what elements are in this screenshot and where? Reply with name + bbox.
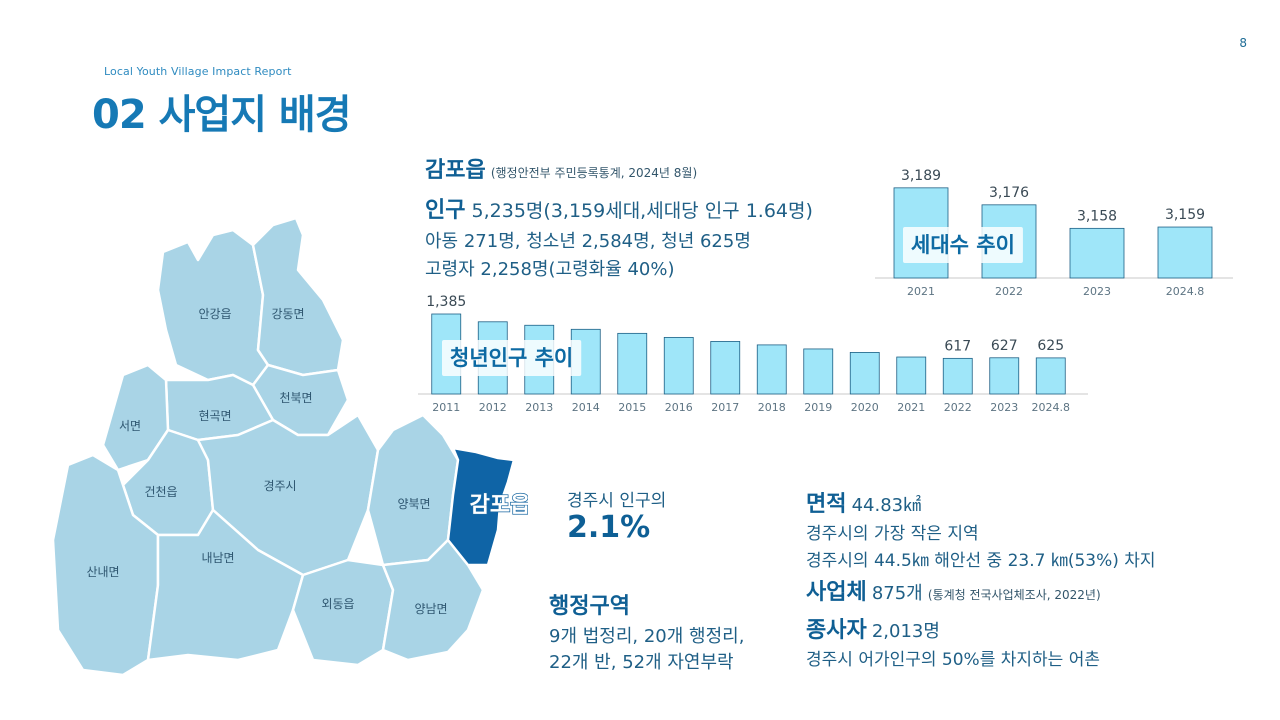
area-line: 면적 44.83㎢ xyxy=(806,486,921,518)
area-desc1: 경주시의 가장 작은 지역 xyxy=(806,524,979,544)
tick-label: 2021 xyxy=(897,401,925,414)
bar-2020 xyxy=(849,352,880,395)
tick-label: 2012 xyxy=(479,401,507,414)
map-label-city: 경주시 xyxy=(263,479,296,493)
workers-desc: 경주시 어가인구의 50%를 차지하는 어촌 xyxy=(806,650,1100,670)
workers-value: 2,013명 xyxy=(871,621,940,642)
map-region-oedong xyxy=(291,558,395,667)
household-chart-svg: 2021 3,189 2022 3,176 2023 3,158 2024.8 3,159 세대… xyxy=(875,168,1233,298)
business-key: 사업체 xyxy=(806,580,867,605)
data-label: 627 xyxy=(991,338,1018,354)
bar-2023 xyxy=(1069,227,1125,279)
map-region-yangnam xyxy=(381,538,485,662)
tick-label: 2020 xyxy=(851,401,879,414)
data-label: 3,176 xyxy=(989,185,1029,201)
map-label-oedong: 외동읍 xyxy=(321,597,354,611)
data-label: 625 xyxy=(1037,338,1064,354)
youth-chart-svg: 2011 1,385 2012 2013 2014 2015 2016 2017 2018 201… xyxy=(418,294,1088,414)
chart-title: 세대수 추이 xyxy=(903,227,1023,263)
tick-label: 2016 xyxy=(665,401,693,414)
workers-line: 종사자 2,013명 xyxy=(806,612,940,644)
gyeongju-map: 안강읍 강동면 천북면 현곡면 서면 건천읍 경주시 양북면 산내면 내남면 외… xyxy=(48,190,531,684)
map-label-seo: 서면 xyxy=(119,419,141,433)
tick-label: 2022 xyxy=(995,285,1023,298)
tick-label: 2024.8 xyxy=(1032,401,1071,414)
data-label: 1,385 xyxy=(426,294,466,310)
tick-label: 2011 xyxy=(432,401,460,414)
share-value: 2.1% xyxy=(567,510,651,545)
population-value: 5,235명(3,159세대,세대당 인구 1.64명) xyxy=(471,200,813,222)
map-label-yangnam: 양남면 xyxy=(414,602,447,616)
map-label-cheonbuk: 천북면 xyxy=(279,390,312,405)
page-title: 02 사업지 배경 xyxy=(92,92,352,138)
bar-2019 xyxy=(803,348,834,395)
tick-label: 2023 xyxy=(990,401,1018,414)
household-chart: 2021 3,189 2022 3,176 2023 3,158 2024.8 3,159 세대… xyxy=(875,150,1235,305)
map-label-sannae: 산내면 xyxy=(86,565,119,579)
town-source: (행정안전부 주민등록통계, 2024년 8월) xyxy=(490,166,698,180)
gyeongju-map-svg: 안강읍 강동면 천북면 현곡면 서면 건천읍 경주시 양북면 산내면 내남면 외… xyxy=(51,216,531,677)
bar-2017 xyxy=(710,341,741,395)
town-name: 감포읍 xyxy=(425,158,486,183)
elderly-line: 고령자 2,258명(고령화율 40%) xyxy=(425,259,675,280)
bar-2024.8 xyxy=(1157,226,1213,279)
bar-2024.8 xyxy=(1035,357,1066,395)
business-line: 사업체 875개 (통계청 전국사업체조사, 2022년) xyxy=(806,574,1101,606)
chart-title-text: 청년인구 추이 xyxy=(450,346,573,370)
chart-title-box xyxy=(442,340,582,376)
business-note: (통계청 전국사업체조사, 2022년) xyxy=(927,588,1101,602)
map-label-gangdong: 강동면 xyxy=(271,307,304,321)
map-label-angang: 안강읍 xyxy=(198,307,231,321)
report-subtitle: Local Youth Village Impact Report xyxy=(104,65,292,78)
area-value: 44.83㎢ xyxy=(851,495,922,516)
population-breakdown: 아동 271명, 청소년 2,584명, 청년 625명 xyxy=(425,231,751,252)
data-label: 3,158 xyxy=(1077,208,1117,224)
bar-2023 xyxy=(989,357,1020,395)
tick-label: 2023 xyxy=(1083,285,1111,298)
map-label-gampo: 감포읍 xyxy=(470,493,528,518)
bar-2015 xyxy=(617,332,648,395)
tick-label: 2015 xyxy=(618,401,646,414)
map-label-naenam: 내남면 xyxy=(201,551,234,565)
chart-title-box xyxy=(903,227,1023,263)
bar-2022 xyxy=(942,357,973,395)
tick-label: 2018 xyxy=(758,401,786,414)
tick-label: 2024.8 xyxy=(1166,285,1205,298)
area-key: 면적 xyxy=(806,492,847,517)
admin-key: 행정구역 xyxy=(549,594,630,619)
business-value: 875개 xyxy=(871,583,923,604)
workers-key: 종사자 xyxy=(806,618,867,643)
tick-label: 2022 xyxy=(944,401,972,414)
chart-title-text: 세대수 추이 xyxy=(911,233,1015,257)
tick-label: 2013 xyxy=(525,401,553,414)
map-region-gampo xyxy=(446,446,516,567)
bar-2018 xyxy=(756,344,787,395)
town-heading: 감포읍 (행정안전부 주민등록통계, 2024년 8월) xyxy=(425,152,697,184)
map-label-yangbuk: 양북면 xyxy=(397,497,430,511)
bar-2021 xyxy=(896,356,927,395)
youth-chart: 2011 1,385 2012 2013 2014 2015 2016 2017 2018 201… xyxy=(418,282,1088,422)
map-label-hyeongok: 현곡면 xyxy=(198,409,231,423)
area-desc2: 경주시의 44.5㎞ 해안선 중 23.7 ㎞(53%) 차지 xyxy=(806,551,1156,571)
chart-title: 청년인구 추이 xyxy=(442,340,582,376)
data-label: 3,159 xyxy=(1165,207,1205,223)
data-label: 3,189 xyxy=(901,168,941,184)
page-number: 8 xyxy=(1239,36,1247,50)
population-key: 인구 xyxy=(425,198,466,223)
share-label: 경주시 인구의 xyxy=(567,491,667,511)
tick-label: 2019 xyxy=(804,401,832,414)
map-label-geoncheon: 건천읍 xyxy=(144,484,177,499)
admin-line1: 9개 법정리, 20개 행정리, xyxy=(549,626,745,647)
population-line: 인구 5,235명(3,159세대,세대당 인구 1.64명) xyxy=(425,192,813,224)
admin-line2: 22개 반, 52개 자연부락 xyxy=(549,652,734,673)
map-region-gangdong xyxy=(251,216,345,377)
tick-label: 2014 xyxy=(572,401,600,414)
map-region-naenam xyxy=(146,508,305,662)
data-label: 617 xyxy=(944,338,971,354)
tick-label: 2017 xyxy=(711,401,739,414)
tick-label: 2021 xyxy=(907,285,935,298)
bar-2016 xyxy=(663,336,694,395)
